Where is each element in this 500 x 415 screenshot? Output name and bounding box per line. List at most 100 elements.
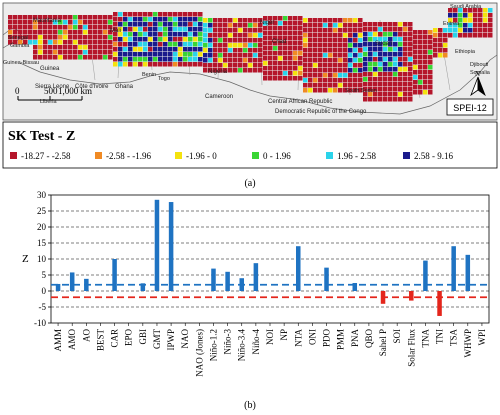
map-cell	[408, 67, 413, 72]
map-cell	[33, 20, 38, 25]
map-cell	[268, 46, 273, 51]
map-cell	[178, 52, 183, 57]
map-cell	[273, 41, 278, 46]
map-cell	[243, 68, 248, 73]
map-cell	[398, 42, 403, 47]
map-cell	[328, 88, 333, 93]
map-cell	[48, 25, 53, 30]
map-cell	[163, 17, 168, 22]
x-tick-label: Niño-4	[251, 329, 261, 355]
map-cell	[198, 42, 203, 47]
map-cell	[393, 32, 398, 37]
map-cell	[48, 50, 53, 55]
country-label: Chad	[272, 39, 286, 45]
map-cell	[303, 18, 308, 23]
map-cell	[323, 88, 328, 93]
map-cell	[478, 8, 483, 13]
map-cell	[203, 58, 208, 63]
map-cell	[193, 27, 198, 32]
map-cell	[373, 42, 378, 47]
map-cell	[368, 32, 373, 37]
legend-item-label: -1.96 - 0	[186, 151, 217, 161]
map-cell	[433, 48, 438, 53]
map-legend: SK Test - Z -18.27 - -2.58 -2.58 - -1.96-…	[2, 121, 498, 169]
map-cell	[183, 37, 188, 42]
map-cell	[98, 55, 103, 60]
map-cell	[173, 12, 178, 17]
bar	[140, 283, 146, 291]
map-cell	[253, 43, 258, 48]
map-cell	[263, 76, 268, 81]
map-cell	[358, 23, 363, 28]
map-cell	[148, 42, 153, 47]
map-cell	[318, 88, 323, 93]
map-cell	[388, 62, 393, 67]
map-cell	[348, 48, 353, 53]
map-cell	[268, 66, 273, 71]
map-cell	[383, 47, 388, 52]
map-cell	[183, 32, 188, 37]
map-cell	[68, 20, 73, 25]
map-cell	[273, 66, 278, 71]
x-tick-label: AO	[81, 329, 91, 342]
map-cell	[73, 15, 78, 20]
bar	[55, 283, 61, 291]
map-cell	[403, 87, 408, 92]
map-cell	[28, 40, 33, 45]
map-cell	[323, 23, 328, 28]
bar	[84, 278, 89, 291]
scale-label-500: 500	[44, 86, 58, 96]
map-cell	[53, 45, 58, 50]
map-cell	[108, 25, 113, 30]
map-cell	[383, 77, 388, 82]
map-cell	[88, 15, 93, 20]
map-cell	[108, 35, 113, 40]
map-cell	[228, 48, 233, 53]
map-cell	[103, 25, 108, 30]
map-cell	[413, 85, 418, 90]
map-cell	[268, 26, 273, 31]
map-cell	[383, 37, 388, 42]
map-cell	[183, 62, 188, 67]
map-cell	[448, 23, 453, 28]
x-tick-label: AMM	[53, 329, 63, 352]
map-cell	[408, 57, 413, 62]
map-cell	[258, 68, 263, 73]
map-cell	[318, 78, 323, 83]
country-label: Nigeria	[208, 69, 228, 75]
map-cell	[428, 40, 433, 45]
map-cell	[388, 22, 393, 27]
map-cell	[93, 35, 98, 40]
map-cell	[423, 30, 428, 35]
map-cell	[393, 77, 398, 82]
country-label: Sudan	[375, 41, 392, 47]
map-cell	[308, 73, 313, 78]
map-cell	[18, 15, 23, 20]
map-cell	[68, 15, 73, 20]
map-cell	[253, 23, 258, 28]
map-cell	[278, 56, 283, 61]
map-cell	[453, 23, 458, 28]
map-cell	[288, 36, 293, 41]
map-cell	[118, 17, 123, 22]
map-cell	[373, 37, 378, 42]
map-cell	[178, 32, 183, 37]
map-cell	[138, 42, 143, 47]
map-cell	[448, 13, 453, 18]
map-cell	[128, 12, 133, 17]
map-cell	[428, 55, 433, 60]
map-cell	[333, 63, 338, 68]
map-cell	[348, 23, 353, 28]
map-cell	[368, 82, 373, 87]
map-cell	[313, 68, 318, 73]
map-cell	[378, 32, 383, 37]
country-label: Cameroon	[205, 94, 233, 100]
map-cell	[178, 17, 183, 22]
map-cell	[203, 68, 208, 73]
map-cell	[53, 50, 58, 55]
map-cell	[73, 20, 78, 25]
map-cell	[283, 76, 288, 81]
map-cell	[168, 37, 173, 42]
map-cell	[278, 76, 283, 81]
map-cell	[203, 38, 208, 43]
